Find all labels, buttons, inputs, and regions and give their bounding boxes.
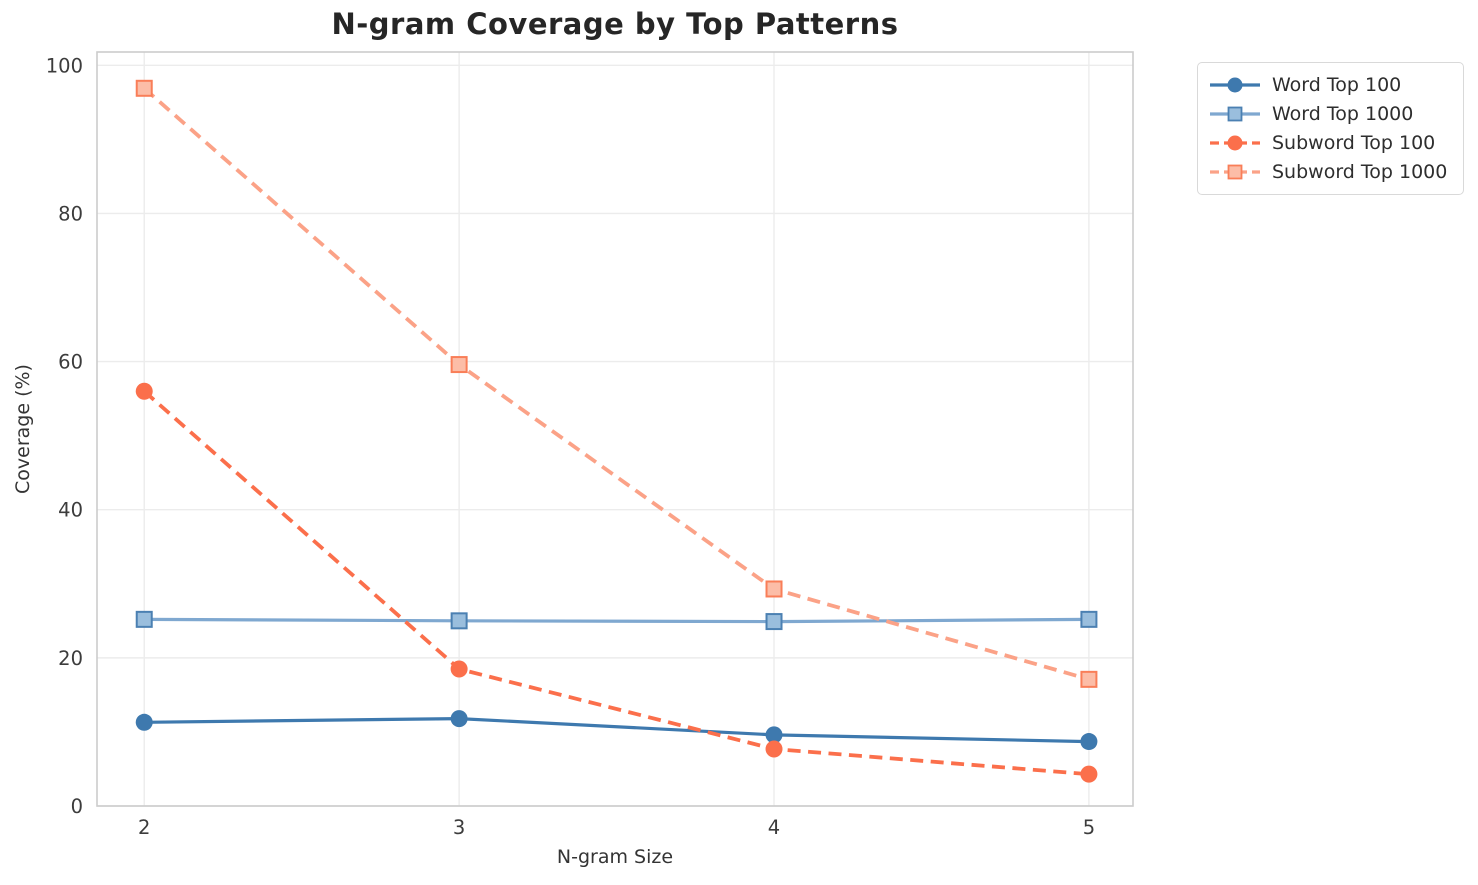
data-point-marker	[135, 382, 153, 400]
legend-item-word-top-100: Word Top 100	[1209, 74, 1447, 96]
y-tick-label: 80	[58, 202, 83, 225]
legend-swatch-subword-top-1000	[1210, 164, 1260, 180]
legend-marker	[1227, 135, 1243, 151]
y-axis-label: Coverage (%)	[12, 364, 34, 494]
series-line-1	[144, 617, 1089, 624]
data-point-marker	[1080, 765, 1098, 783]
legend-item-subword-top-100: Subword Top 100	[1209, 132, 1447, 154]
series-line-0	[144, 716, 1089, 744]
legend-marker	[1227, 164, 1243, 180]
data-point-marker	[765, 740, 783, 758]
legend-item-subword-top-1000: Subword Top 1000	[1209, 161, 1447, 183]
chart-title: N-gram Coverage by Top Patterns	[331, 7, 899, 41]
legend-swatch-word-top-100	[1210, 77, 1260, 93]
x-tick-label: 4	[768, 816, 780, 839]
y-tick-label: 60	[58, 351, 83, 374]
legend-label: Word Top 100	[1272, 74, 1402, 96]
data-point-marker	[1080, 670, 1098, 688]
data-point-marker	[765, 613, 783, 631]
legend-marker	[1227, 106, 1243, 122]
legend: Word Top 100 Word Top 1000 Subword Top 1…	[1197, 62, 1465, 195]
series-line-2	[142, 389, 1090, 777]
data-point-marker	[450, 710, 468, 728]
legend-swatch-subword-top-100	[1210, 135, 1260, 151]
data-point-marker	[135, 713, 153, 731]
data-point-marker	[450, 612, 468, 630]
data-point-marker	[450, 356, 468, 374]
legend-swatch-word-top-1000	[1210, 106, 1260, 122]
y-tick-label: 100	[46, 54, 83, 77]
data-point-marker	[1080, 733, 1098, 751]
y-tick-label: 0	[71, 795, 83, 818]
legend-label: Subword Top 100	[1272, 132, 1436, 154]
data-point-marker	[765, 580, 783, 598]
data-point-marker	[765, 726, 783, 744]
x-tick-label: 2	[138, 816, 150, 839]
legend-marker	[1227, 77, 1243, 93]
x-tick-label: 5	[1083, 816, 1095, 839]
data-point-marker	[135, 610, 153, 628]
legend-label: Word Top 1000	[1272, 103, 1414, 125]
series-line-3	[142, 86, 1090, 682]
data-point-marker	[135, 79, 153, 97]
data-point-marker	[1080, 610, 1098, 628]
data-point-marker	[450, 660, 468, 678]
legend-item-word-top-1000: Word Top 1000	[1209, 103, 1447, 125]
x-tick-label: 3	[453, 816, 465, 839]
axes-box	[96, 51, 1134, 807]
y-tick-label: 20	[58, 647, 83, 670]
x-axis-label: N-gram Size	[556, 846, 674, 868]
y-tick-label: 40	[58, 499, 83, 522]
legend-label: Subword Top 1000	[1272, 161, 1448, 183]
